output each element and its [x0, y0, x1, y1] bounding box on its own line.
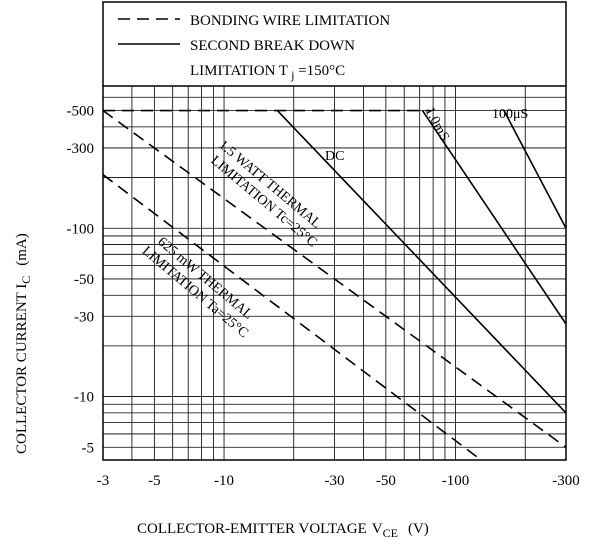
x-tick-label: -300	[552, 473, 580, 489]
series-lines	[102, 109, 567, 461]
annotation-dc: DC	[325, 149, 344, 164]
legend-label-second-breakdown: SECOND BREAK DOWN	[190, 38, 355, 54]
x-axis-title: COLLECTOR-EMITTER VOLTAGE VCE (V)	[137, 521, 429, 540]
legend-tj-subscript: j	[290, 68, 294, 82]
series-line-2	[421, 110, 567, 325]
y-axis-title-unit: (mA)	[14, 233, 30, 266]
tick-labels: -3 -5 -10 -30 -50 -100 -300 -5 -10 -30 -50 -100 -300…	[67, 104, 580, 489]
legend-tj-value: =150°C	[294, 63, 345, 79]
y-axis-title: COLLECTOR CURRENT IC(mA)	[14, 233, 33, 454]
x-axis-title-symbol: V	[372, 521, 383, 537]
y-axis-title-subscript: C	[19, 276, 33, 284]
x-tick-label: -3	[97, 473, 110, 489]
series-line-4	[102, 109, 567, 448]
series-line-3	[503, 110, 567, 229]
annotation-100us: 100μS	[492, 107, 528, 122]
x-tick-label: -50	[376, 473, 396, 489]
series-line-1	[276, 110, 567, 414]
y-tick-label: -5	[82, 440, 95, 456]
plot-frame	[102, 1, 567, 461]
y-tick-label: -100	[67, 221, 95, 237]
x-tick-label: -100	[442, 473, 470, 489]
y-tick-label: -10	[74, 390, 94, 406]
legend-label-bonding-wire: BONDING WIRE LIMITATION	[190, 13, 390, 29]
y-tick-label: -300	[67, 141, 95, 157]
x-tick-label: -10	[214, 473, 234, 489]
annotation-1p5w-thermal: 1.5 WATT THERMAL LIMITATION Tc=25°C	[208, 138, 324, 251]
y-tick-label: -50	[74, 272, 94, 288]
x-axis-title-subscript: CE	[383, 526, 398, 540]
series-line-5	[102, 174, 482, 461]
legend: BONDING WIRE LIMITATION SECOND BREAK DOW…	[118, 13, 390, 82]
x-tick-label: -30	[325, 473, 345, 489]
x-tick-label: -5	[148, 473, 161, 489]
x-axis-title-unit: (V)	[408, 521, 429, 537]
y-tick-label: -30	[74, 309, 94, 325]
y-tick-label: -500	[67, 104, 95, 120]
